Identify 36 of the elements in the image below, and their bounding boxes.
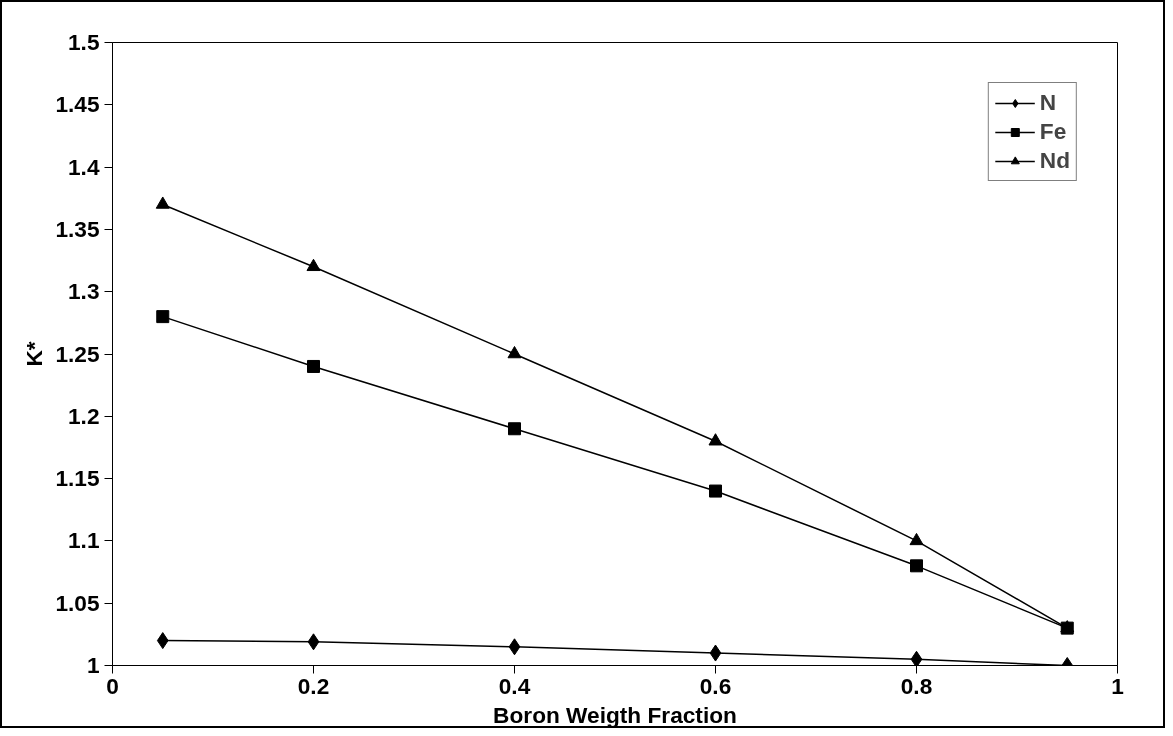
x-tick-label: 0.4: [498, 672, 531, 699]
y-tick-label: 1.4: [68, 153, 100, 180]
point: [910, 650, 923, 666]
legend-label: Fe: [1039, 118, 1067, 145]
y-tick-label: 1.35: [55, 215, 100, 242]
y-tick-label: 1.05: [55, 589, 100, 616]
point: [307, 633, 320, 651]
x-tick-label: 0: [106, 672, 119, 699]
legend-label: N: [1039, 89, 1058, 116]
point: [909, 532, 924, 546]
x-tick-label: 0.8: [900, 672, 933, 699]
point: [709, 484, 722, 498]
y-tick-label: 1.15: [55, 465, 100, 492]
point: [910, 559, 923, 573]
point: [156, 310, 170, 324]
y-tick-label: 1.3: [68, 278, 100, 305]
y-tick-label: 1: [86, 652, 100, 678]
y-tick-label: 1.45: [55, 91, 100, 118]
point: [708, 433, 723, 446]
point: [508, 638, 521, 656]
x-tick-label: 0.2: [297, 672, 330, 699]
point: [709, 644, 722, 662]
y-tick-label: 1.2: [68, 402, 100, 429]
y-tick-label: 1.1: [68, 527, 100, 554]
x-tick-label: 0.6: [699, 672, 732, 699]
point: [156, 632, 169, 650]
point: [306, 258, 321, 272]
y-axis-title: K*: [21, 341, 48, 367]
legend-label: Nd: [1039, 147, 1070, 174]
point: [507, 345, 522, 359]
y-tick-label: 1.5: [68, 29, 100, 55]
point: [155, 196, 170, 209]
point: [307, 359, 320, 373]
y-tick-label: 1.25: [55, 340, 100, 367]
point: [508, 422, 521, 436]
x-tick-label: 1: [1111, 672, 1124, 699]
